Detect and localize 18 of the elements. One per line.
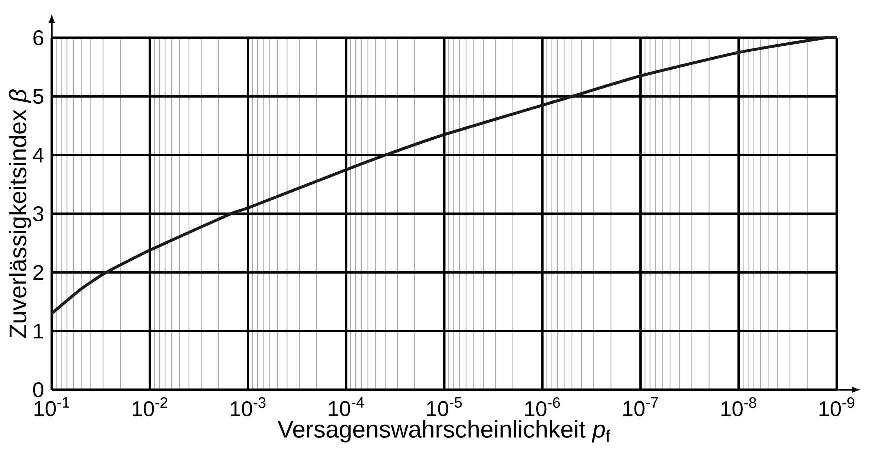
x-tick-label: 10$^{-7}$	[624, 398, 658, 416]
x-tick-label: 10$^{-2}$	[132, 398, 168, 417]
x-axis-title: Versagenswahrscheinlichkeit p$_{f}$	[278, 420, 611, 443]
x-tick-label: 10$^{-1}$	[34, 398, 70, 416]
y-tick-label: 2	[34, 265, 44, 280]
y-axis-title: Zuverlässigkeitsindex β	[9, 90, 32, 338]
x-tick-label: 10$^{-6}$	[525, 398, 560, 417]
y-tick-label: 1	[34, 324, 44, 339]
y-tick-label: 5	[33, 89, 44, 104]
y-tick-label: 3	[33, 206, 44, 222]
x-tick-label: 10$^{-9}$	[820, 398, 854, 417]
x-tick-label: 10$^{-3}$	[231, 398, 266, 417]
x-tick-label: 10$^{-4}$	[329, 398, 364, 416]
x-tick-label: 10$^{-5}$	[427, 398, 462, 416]
y-tick-label: 4	[33, 148, 44, 163]
y-tick-label: 0	[33, 382, 44, 398]
x-tick-label: 10$^{-8}$	[722, 398, 756, 417]
y-tick-label: 6	[34, 30, 44, 46]
